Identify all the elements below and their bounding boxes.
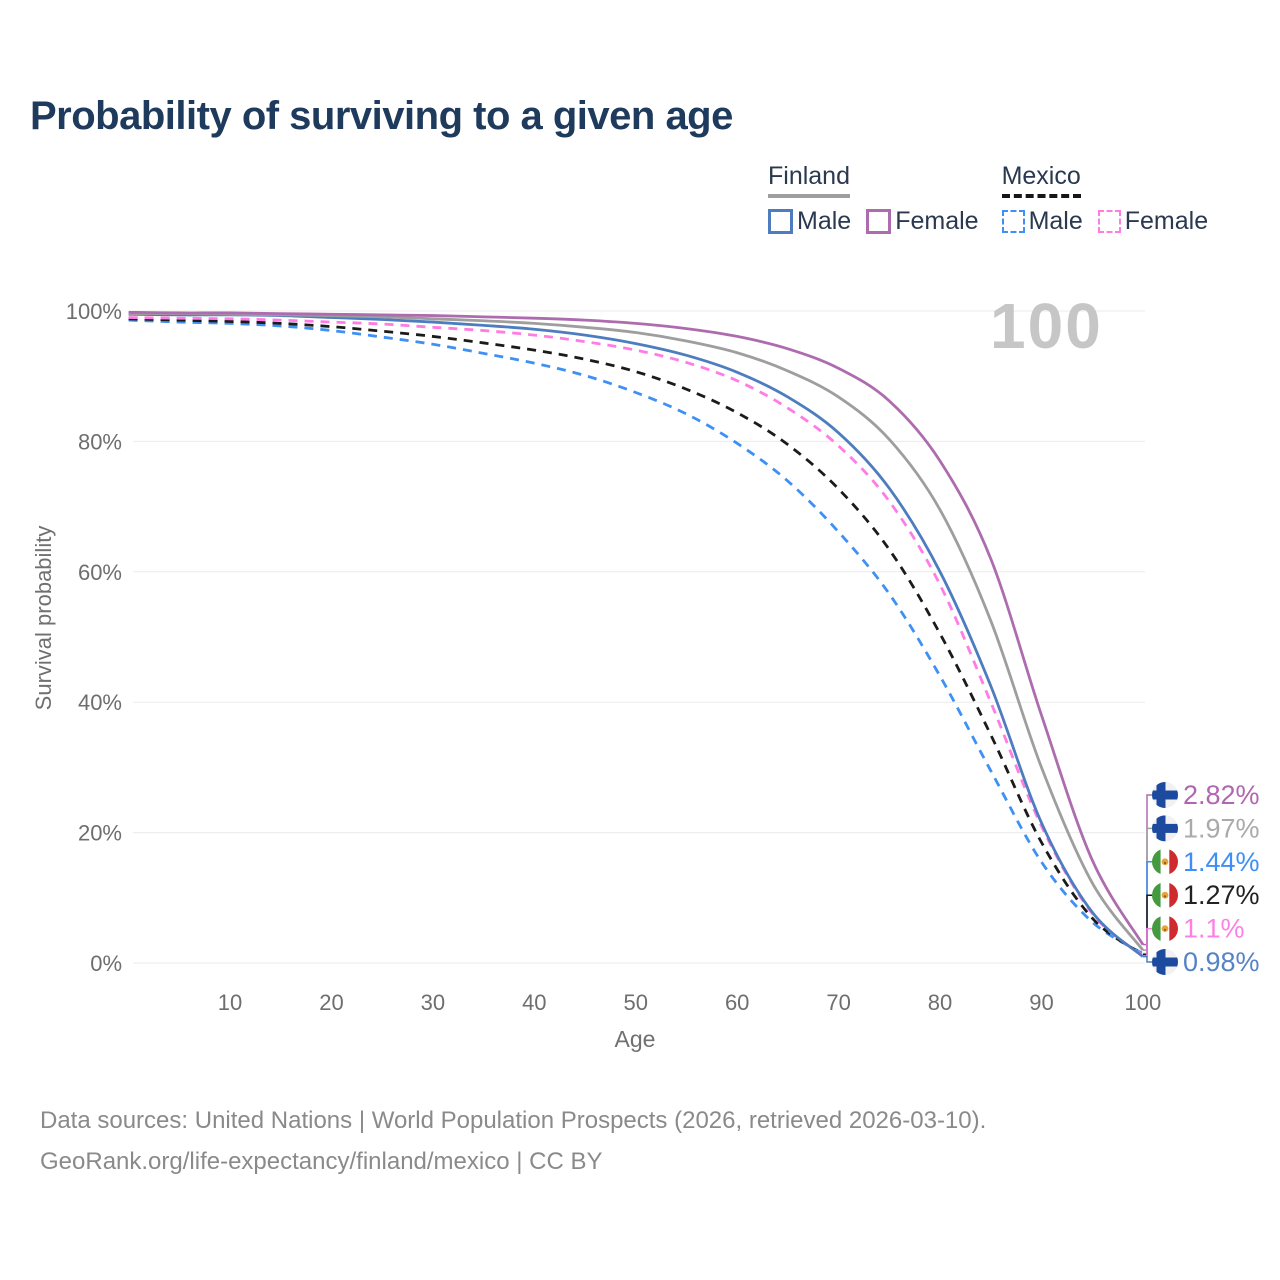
y-tick-label: 0% [90,951,122,976]
legend: Finland Male Female Mexico Male Female [768,162,1208,236]
legend-item-label[interactable]: Male [1028,207,1083,235]
leader-line [1143,894,1152,956]
y-tick-label: 100% [66,299,122,324]
legend-item-finland-female[interactable]: Female [866,207,979,236]
x-tick-label: 30 [421,990,445,1015]
x-tick-label: 60 [725,990,749,1015]
legend-group-finland: Finland Male Female [768,162,979,236]
x-tick-label: 40 [522,990,546,1015]
finland-male-swatch[interactable] [768,209,793,234]
finland-female-swatch[interactable] [866,209,892,234]
mexico-flag-icon [1152,848,1178,875]
y-tick-label: 40% [78,690,122,715]
mexico-female-swatch[interactable] [1097,210,1121,233]
line-mexico-male[interactable] [128,318,1144,955]
legend-item-label[interactable]: Female [895,207,979,235]
x-tick-label: 100 [1125,990,1162,1015]
legend-item-mexico-male[interactable]: Male [1001,207,1083,236]
finland-flag-icon [1152,782,1178,808]
footer-attribution: Data sources: United Nations | World Pop… [40,1100,986,1182]
line-mexico-female[interactable] [128,316,1144,957]
end-value-label: 1.27% [1183,880,1260,910]
legend-group-mexico: Mexico Male Female [1001,162,1209,236]
leader-line [1143,955,1152,963]
x-tick-label: 80 [928,990,952,1015]
x-tick-label: 10 [218,990,242,1015]
line-finland-male[interactable] [128,312,1144,958]
x-tick-label: 90 [1029,990,1053,1015]
source-url-line[interactable]: GeoRank.org/life-expectancy/finland/mexi… [40,1148,603,1175]
y-tick-label: 20% [78,821,122,846]
mexico-male-swatch[interactable] [1001,210,1025,233]
page-title: Probability of surviving to a given age [30,94,733,138]
end-value-label: 0.98% [1183,947,1260,977]
legend-item-label[interactable]: Female [1124,207,1209,235]
x-tick-label: 70 [826,990,850,1015]
hovered-age-indicator: 100 [990,290,1103,362]
leader-line [1143,927,1152,957]
y-tick-label: 80% [78,429,122,454]
line-finland-total[interactable] [128,312,1145,951]
mexico-flag-icon [1152,915,1178,942]
x-tick-label: 20 [319,990,343,1015]
legend-item-finland-male[interactable]: Male [768,207,851,236]
x-axis-title: Age [614,1026,656,1052]
legend-group-mexico-label: Mexico [1001,162,1081,198]
x-tick-label: 50 [624,990,648,1015]
finland-flag-icon [1152,815,1178,842]
end-value-label: 1.1% [1183,914,1245,944]
y-tick-label: 60% [78,560,122,585]
legend-item-mexico-female[interactable]: Female [1097,207,1209,236]
end-value-label: 1.97% [1183,813,1260,843]
data-sources-line: Data sources: United Nations | World Pop… [40,1107,987,1134]
mexico-flag-icon [1152,882,1178,909]
y-axis-title: Survival probability [31,525,56,711]
finland-flag-icon [1152,949,1178,975]
line-finland-female[interactable] [128,310,1145,946]
line-mexico-total[interactable] [128,317,1144,956]
legend-item-label[interactable]: Male [797,207,852,235]
end-value-label: 2.82% [1183,780,1260,810]
end-value-label: 1.44% [1183,847,1260,877]
legend-group-finland-label: Finland [768,162,850,198]
